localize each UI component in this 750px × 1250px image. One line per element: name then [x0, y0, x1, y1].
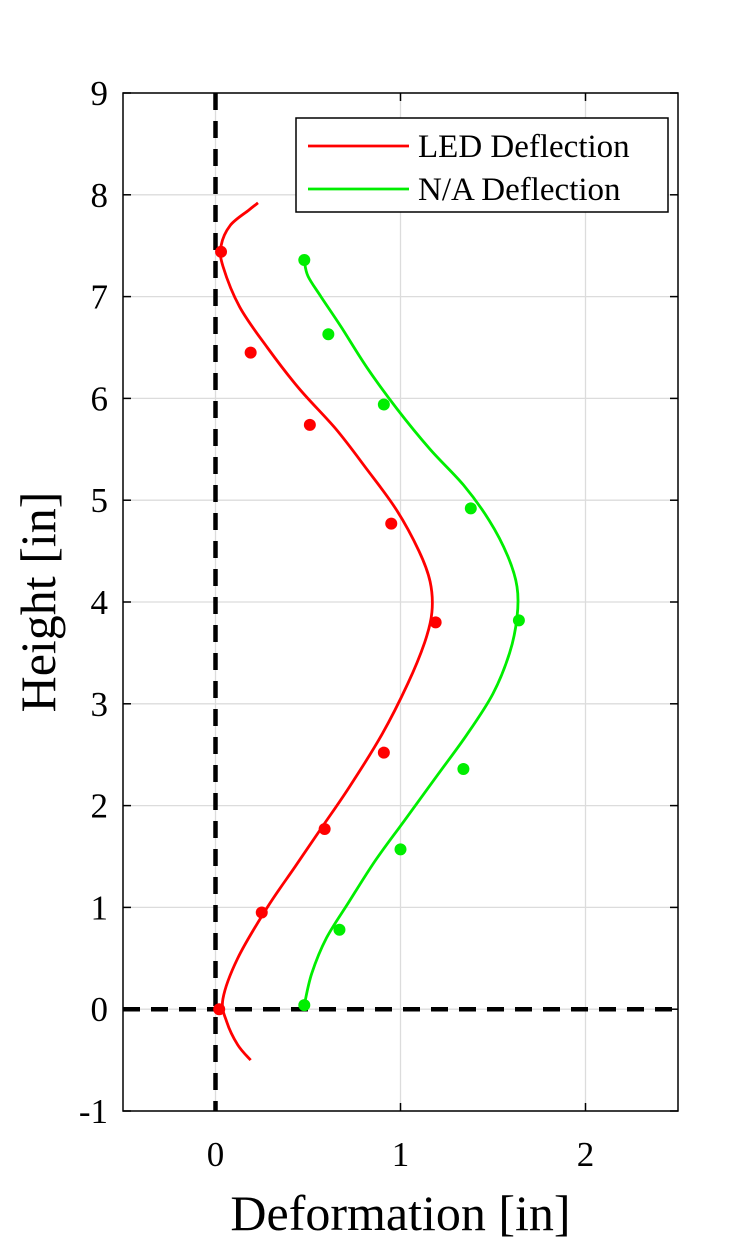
legend: LED Deflection N/A Deflection	[295, 117, 669, 213]
y-tick-label: 4	[91, 583, 109, 622]
y-tick-label: 8	[91, 176, 109, 215]
x-tick-label: 0	[207, 1135, 225, 1174]
series-1-point	[429, 616, 442, 629]
legend-label-2: N/A Deflection	[418, 172, 621, 208]
y-tick-label: 2	[91, 787, 109, 826]
series-1-point	[215, 245, 228, 258]
y-tick-label: 1	[91, 888, 109, 927]
y-tick-label: 9	[91, 74, 109, 113]
series-2-line	[302, 260, 520, 1006]
series-1-point	[303, 418, 316, 431]
series-1-point	[318, 823, 331, 836]
legend-label-1: LED Deflection	[418, 129, 630, 165]
series-1-point	[213, 1003, 226, 1016]
series-2-point	[464, 502, 477, 515]
series-2-point	[512, 614, 525, 627]
y-tick-label: 0	[91, 990, 109, 1029]
legend-box	[295, 117, 669, 213]
y-tick-label: -1	[79, 1092, 108, 1131]
series-1-line	[218, 201, 434, 1062]
series-2-point	[322, 328, 335, 341]
y-tick-label: 6	[91, 379, 109, 418]
series-2-point	[457, 762, 470, 775]
x-tick-label: 2	[577, 1135, 595, 1174]
series-1-point	[244, 346, 257, 359]
y-tick-label: 5	[91, 481, 109, 520]
x-tick-label: 1	[392, 1135, 410, 1174]
series-2-point	[298, 999, 311, 1012]
y-tick-label: 3	[91, 685, 109, 724]
series-2-point	[394, 843, 407, 856]
grid-layer	[123, 92, 678, 1112]
y-tick-label: 7	[91, 278, 109, 317]
series-1-point	[255, 906, 268, 919]
series-1-point	[385, 517, 398, 530]
y-axis-label: Height [in]	[10, 492, 66, 713]
series-2-point	[377, 398, 390, 411]
series-1-point	[377, 746, 390, 759]
series-layer	[213, 201, 525, 1062]
series-2-point	[333, 923, 346, 936]
tick-layer: -1 0 1 2 3 4 5 6 7 8 9 0 1 2	[79, 74, 678, 1174]
series-2-point	[298, 253, 311, 266]
x-axis-label: Deformation [in]	[230, 1185, 570, 1241]
